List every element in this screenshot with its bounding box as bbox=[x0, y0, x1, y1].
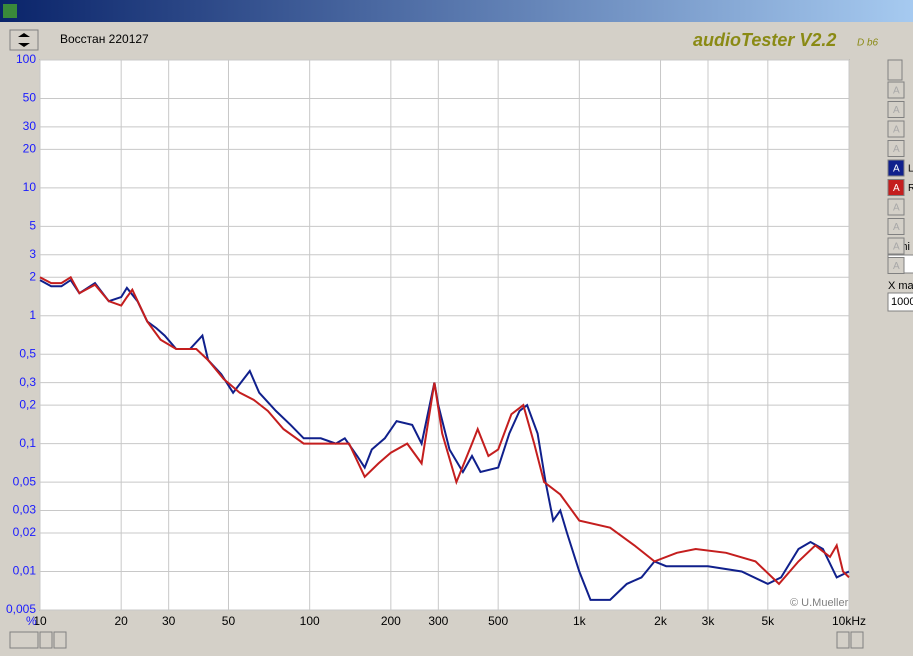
x-tick-label: 100 bbox=[300, 614, 320, 628]
y-tick-label: 50 bbox=[23, 91, 37, 105]
scroll-left[interactable] bbox=[836, 631, 850, 649]
channel-badge: A bbox=[893, 125, 900, 136]
y-tick-label: 0,5 bbox=[19, 346, 36, 360]
channel-box[interactable] bbox=[887, 81, 905, 99]
y-tick-label: 0,05 bbox=[13, 474, 37, 488]
spin-button[interactable] bbox=[9, 29, 39, 51]
y-tick-label: 20 bbox=[23, 142, 37, 156]
channel-box[interactable] bbox=[887, 179, 905, 196]
channel-badge: A bbox=[893, 261, 900, 272]
channel-box[interactable] bbox=[887, 120, 905, 138]
legend-label: L bbox=[908, 164, 913, 175]
x-tick-label: 1k bbox=[573, 614, 587, 628]
y-tick-label: 0,2 bbox=[19, 397, 36, 411]
y-tick-label: 2 bbox=[29, 269, 36, 283]
channel-badge: A bbox=[893, 86, 900, 97]
channel-box[interactable] bbox=[887, 218, 905, 235]
channel-badge: A bbox=[893, 144, 900, 155]
y-tick-label: 0,01 bbox=[13, 564, 37, 578]
app-icon bbox=[3, 4, 17, 18]
x-tick-label: 30 bbox=[162, 614, 176, 628]
spin-button[interactable] bbox=[9, 631, 39, 649]
x-max-value: 1000 bbox=[891, 296, 913, 308]
x-tick-label: 10kHz bbox=[832, 614, 866, 628]
channel-badge: A bbox=[893, 203, 900, 214]
channel-badge: A bbox=[893, 242, 900, 253]
plot-area bbox=[39, 59, 850, 611]
watermark: © U.Mueller bbox=[790, 597, 849, 609]
channel-badge: A bbox=[893, 164, 900, 175]
channel-box[interactable] bbox=[887, 101, 905, 118]
channel-box[interactable] bbox=[887, 140, 905, 157]
scroll-right[interactable] bbox=[850, 631, 864, 649]
title-bar bbox=[0, 0, 913, 22]
data-line bbox=[39, 275, 850, 586]
x-tick-label: 200 bbox=[381, 614, 401, 628]
y-tick-label: 0,03 bbox=[13, 503, 37, 517]
y-tick-label: 0,3 bbox=[19, 375, 36, 389]
y-tick-label: 0,005 bbox=[6, 602, 36, 616]
y-tick-label: 3 bbox=[29, 247, 36, 261]
spin-button[interactable] bbox=[887, 59, 903, 81]
logo-suffix: D b6 bbox=[857, 38, 879, 49]
y-unit: % bbox=[26, 614, 37, 628]
document-title: Восстан 220127 bbox=[60, 32, 149, 46]
channel-badge: A bbox=[893, 183, 900, 194]
x-max-label: X ma bbox=[888, 280, 913, 292]
x-tick-label: 300 bbox=[428, 614, 448, 628]
x-tick-label: 50 bbox=[222, 614, 236, 628]
y-tick-label: 5 bbox=[29, 219, 36, 233]
y-tick-label: 0,1 bbox=[19, 436, 36, 450]
channel-box[interactable] bbox=[887, 257, 905, 274]
logo: audioTester V2.2 bbox=[693, 30, 836, 50]
y-tick-label: 1 bbox=[29, 308, 36, 322]
y-tick-label: 30 bbox=[23, 119, 37, 133]
x-tick-label: 2k bbox=[654, 614, 668, 628]
channel-box[interactable] bbox=[887, 237, 905, 255]
scroll-left[interactable] bbox=[39, 631, 53, 649]
channel-box[interactable] bbox=[887, 198, 905, 216]
x-tick-label: 5k bbox=[761, 614, 775, 628]
channel-badge: A bbox=[893, 105, 900, 116]
channel-badge: A bbox=[893, 222, 900, 233]
y-tick-label: 0,02 bbox=[13, 525, 37, 539]
data-line bbox=[39, 278, 850, 601]
x-tick-label: 10 bbox=[33, 614, 47, 628]
x-tick-label: 20 bbox=[114, 614, 128, 628]
y-tick-label: 100 bbox=[16, 52, 36, 66]
y-tick-label: 10 bbox=[23, 180, 37, 194]
scroll-right[interactable] bbox=[53, 631, 67, 649]
x-tick-label: 500 bbox=[488, 614, 508, 628]
x-max-input[interactable] bbox=[887, 292, 913, 312]
spin-arrows bbox=[18, 33, 30, 47]
x-tick-label: 3k bbox=[702, 614, 716, 628]
legend-label: R bbox=[908, 183, 913, 194]
channel-box[interactable] bbox=[887, 159, 905, 177]
